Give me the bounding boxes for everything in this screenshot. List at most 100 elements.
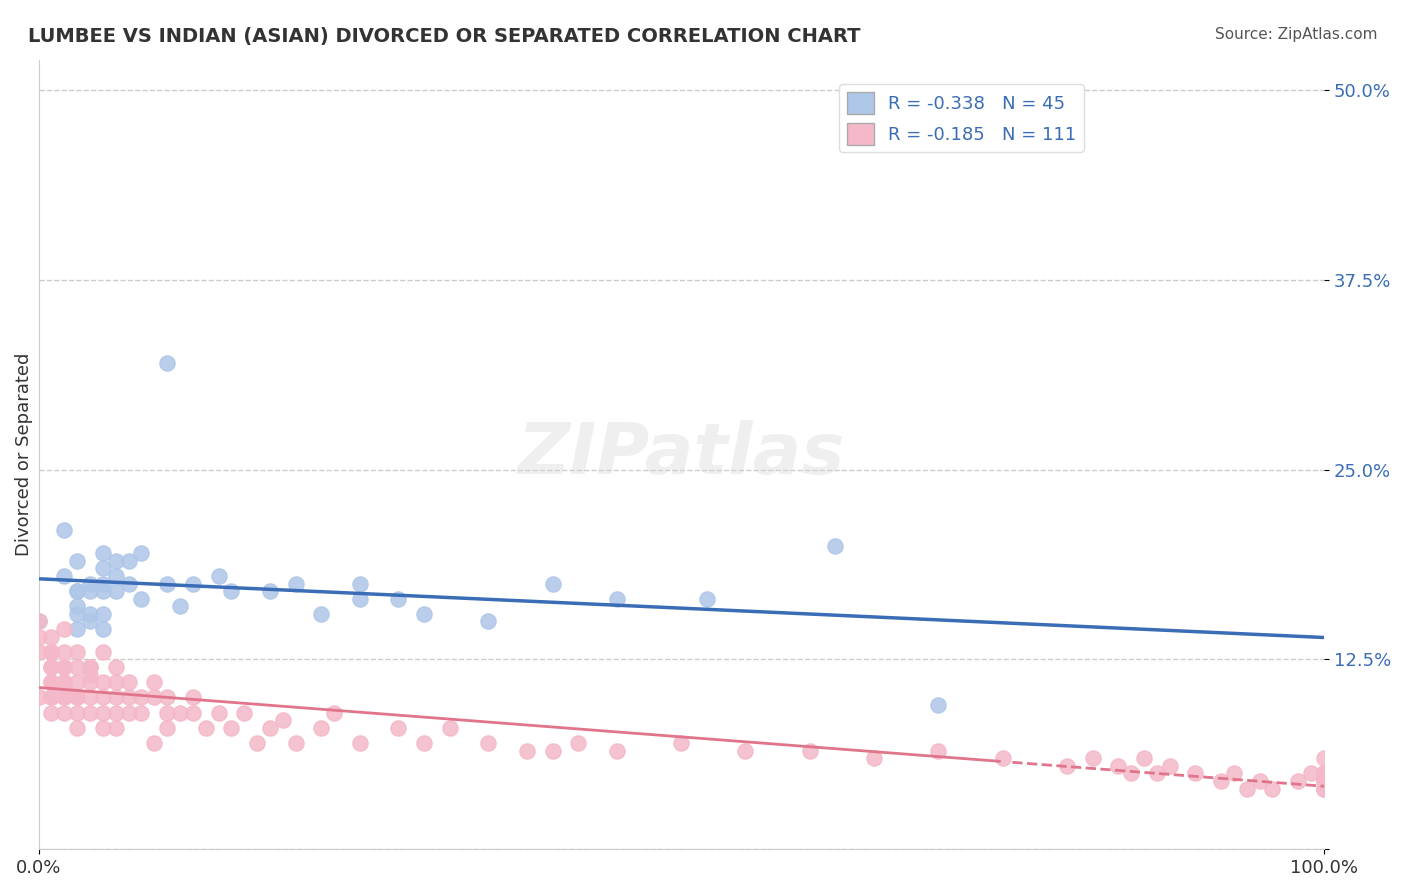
Point (66, 584, 89, 599)
Point (131, 591, 153, 606)
Point (541, 743, 564, 757)
Point (91, 645, 114, 659)
Point (27, 690, 49, 705)
Point (221, 584, 243, 599)
Legend: R = -0.338   N = 45, R = -0.185   N = 111: R = -0.338 N = 45, R = -0.185 N = 111 (839, 85, 1084, 152)
Point (53, 675, 76, 690)
Point (91, 690, 114, 705)
Point (1133, 751, 1156, 765)
Point (477, 615, 499, 629)
Point (66, 622, 89, 636)
Point (259, 721, 281, 735)
Point (271, 713, 294, 727)
Point (1119, 766, 1142, 780)
Point (41, 645, 63, 659)
Point (1146, 766, 1168, 780)
Point (169, 706, 191, 720)
Point (156, 706, 179, 720)
Point (349, 736, 371, 750)
Point (53, 569, 76, 583)
Point (1223, 766, 1246, 780)
Point (53, 682, 76, 697)
Point (104, 721, 127, 735)
Point (53, 660, 76, 674)
Point (156, 690, 179, 705)
Point (79, 607, 101, 621)
Point (927, 743, 949, 757)
Point (516, 743, 538, 757)
Point (79, 660, 101, 674)
Point (349, 576, 371, 591)
Point (143, 675, 166, 690)
Point (606, 591, 628, 606)
Point (66, 645, 89, 659)
Point (221, 721, 243, 735)
Point (53, 524, 76, 538)
Point (131, 546, 153, 560)
Point (27, 615, 49, 629)
Point (66, 599, 89, 614)
Point (91, 607, 114, 621)
Point (41, 660, 63, 674)
Point (169, 599, 191, 614)
Point (1313, 781, 1336, 796)
Point (53, 690, 76, 705)
Point (477, 736, 499, 750)
Point (53, 645, 76, 659)
Point (104, 569, 127, 583)
Point (387, 591, 409, 606)
Point (567, 736, 589, 750)
Point (41, 645, 63, 659)
Point (671, 736, 693, 750)
Point (413, 736, 436, 750)
Point (156, 576, 179, 591)
Point (91, 675, 114, 690)
Point (117, 690, 139, 705)
Point (181, 576, 204, 591)
Point (41, 660, 63, 674)
Point (66, 690, 89, 705)
Point (1299, 766, 1322, 780)
Point (143, 690, 166, 705)
Point (1184, 766, 1206, 780)
Text: ZIPatlas: ZIPatlas (517, 420, 845, 489)
Point (91, 706, 114, 720)
Point (27, 615, 49, 629)
Point (79, 706, 101, 720)
Point (91, 561, 114, 575)
Point (117, 554, 139, 568)
Point (1056, 758, 1078, 772)
Point (79, 675, 101, 690)
Point (1313, 781, 1336, 796)
Point (66, 584, 89, 599)
Point (53, 660, 76, 674)
Point (1313, 766, 1336, 780)
Point (233, 706, 256, 720)
Text: LUMBEE VS INDIAN (ASIAN) DIVORCED OR SEPARATED CORRELATION CHART: LUMBEE VS INDIAN (ASIAN) DIVORCED OR SEP… (28, 27, 860, 45)
Point (1313, 751, 1336, 765)
Point (439, 721, 461, 735)
Point (79, 615, 101, 629)
Point (1313, 773, 1336, 788)
Point (41, 706, 63, 720)
Point (927, 698, 949, 712)
Point (117, 675, 139, 690)
Point (104, 675, 127, 690)
Point (246, 736, 269, 750)
Point (104, 706, 127, 720)
Point (131, 690, 153, 705)
Point (41, 690, 63, 705)
Point (413, 607, 436, 621)
Point (181, 706, 204, 720)
Point (824, 539, 846, 553)
Point (117, 706, 139, 720)
Point (1209, 773, 1232, 788)
Point (311, 607, 333, 621)
Point (156, 721, 179, 735)
Point (27, 645, 49, 659)
Point (79, 690, 101, 705)
Point (349, 591, 371, 606)
Point (259, 584, 281, 599)
Point (104, 554, 127, 568)
Point (41, 630, 63, 644)
